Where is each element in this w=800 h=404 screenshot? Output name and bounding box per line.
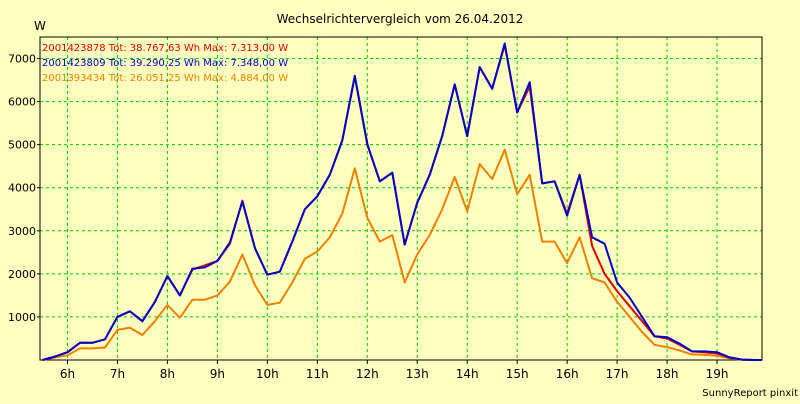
- legend-entry-2001423809: 2001423809 Tot: 39.290,25 Wh Max: 7.348,…: [42, 58, 288, 69]
- y-tick-label: 7000: [8, 53, 36, 66]
- series-line-2001393434: [42, 148, 762, 361]
- x-tick-label: 11h: [306, 367, 329, 381]
- legend: 2001423878 Tot: 38.767,63 Wh Max: 7.313,…: [42, 43, 288, 84]
- x-tick-label: 19h: [706, 367, 729, 381]
- x-tick-label: 13h: [406, 367, 429, 381]
- chart-title: Wechselrichtervergleich vom 26.04.2012: [277, 12, 524, 26]
- plot-frame: [39, 36, 763, 361]
- x-tick-label: 17h: [606, 367, 629, 381]
- legend-entry-2001423878: 2001423878 Tot: 38.767,63 Wh Max: 7.313,…: [42, 43, 288, 54]
- y-tick-label: 6000: [8, 96, 36, 109]
- plot-area: 1000 2000 3000 4000 5000 6000 7000 6h 7h 8h 9h 10h 1…: [8, 36, 763, 381]
- x-tick-label: 10h: [256, 367, 279, 381]
- series-line-2001423809: [42, 42, 762, 361]
- x-tick-label: 18h: [656, 367, 679, 381]
- legend-entry-2001393434: 2001393434 Tot: 26.051,25 Wh Max: 4.884,…: [42, 73, 288, 84]
- x-tick-label: 15h: [506, 367, 529, 381]
- y-tick-label: 5000: [8, 139, 36, 152]
- x-tick-label: 12h: [356, 367, 379, 381]
- y-tick-label: 1000: [8, 311, 36, 324]
- y-tick-label: 3000: [8, 225, 36, 238]
- y-tick-label: 2000: [8, 268, 36, 281]
- plot-background: [40, 37, 762, 360]
- x-tick-label: 9h: [210, 367, 225, 381]
- x-tick-label: 7h: [110, 367, 125, 381]
- y-tick-label: 4000: [8, 182, 36, 195]
- x-tick-label: 16h: [556, 367, 579, 381]
- y-axis-unit: W: [34, 19, 46, 33]
- x-tick-label: 6h: [60, 367, 75, 381]
- x-tick-label: 14h: [456, 367, 479, 381]
- footer-credit: SunnyReport pinxit: [702, 388, 798, 399]
- x-tick-label: 8h: [160, 367, 175, 381]
